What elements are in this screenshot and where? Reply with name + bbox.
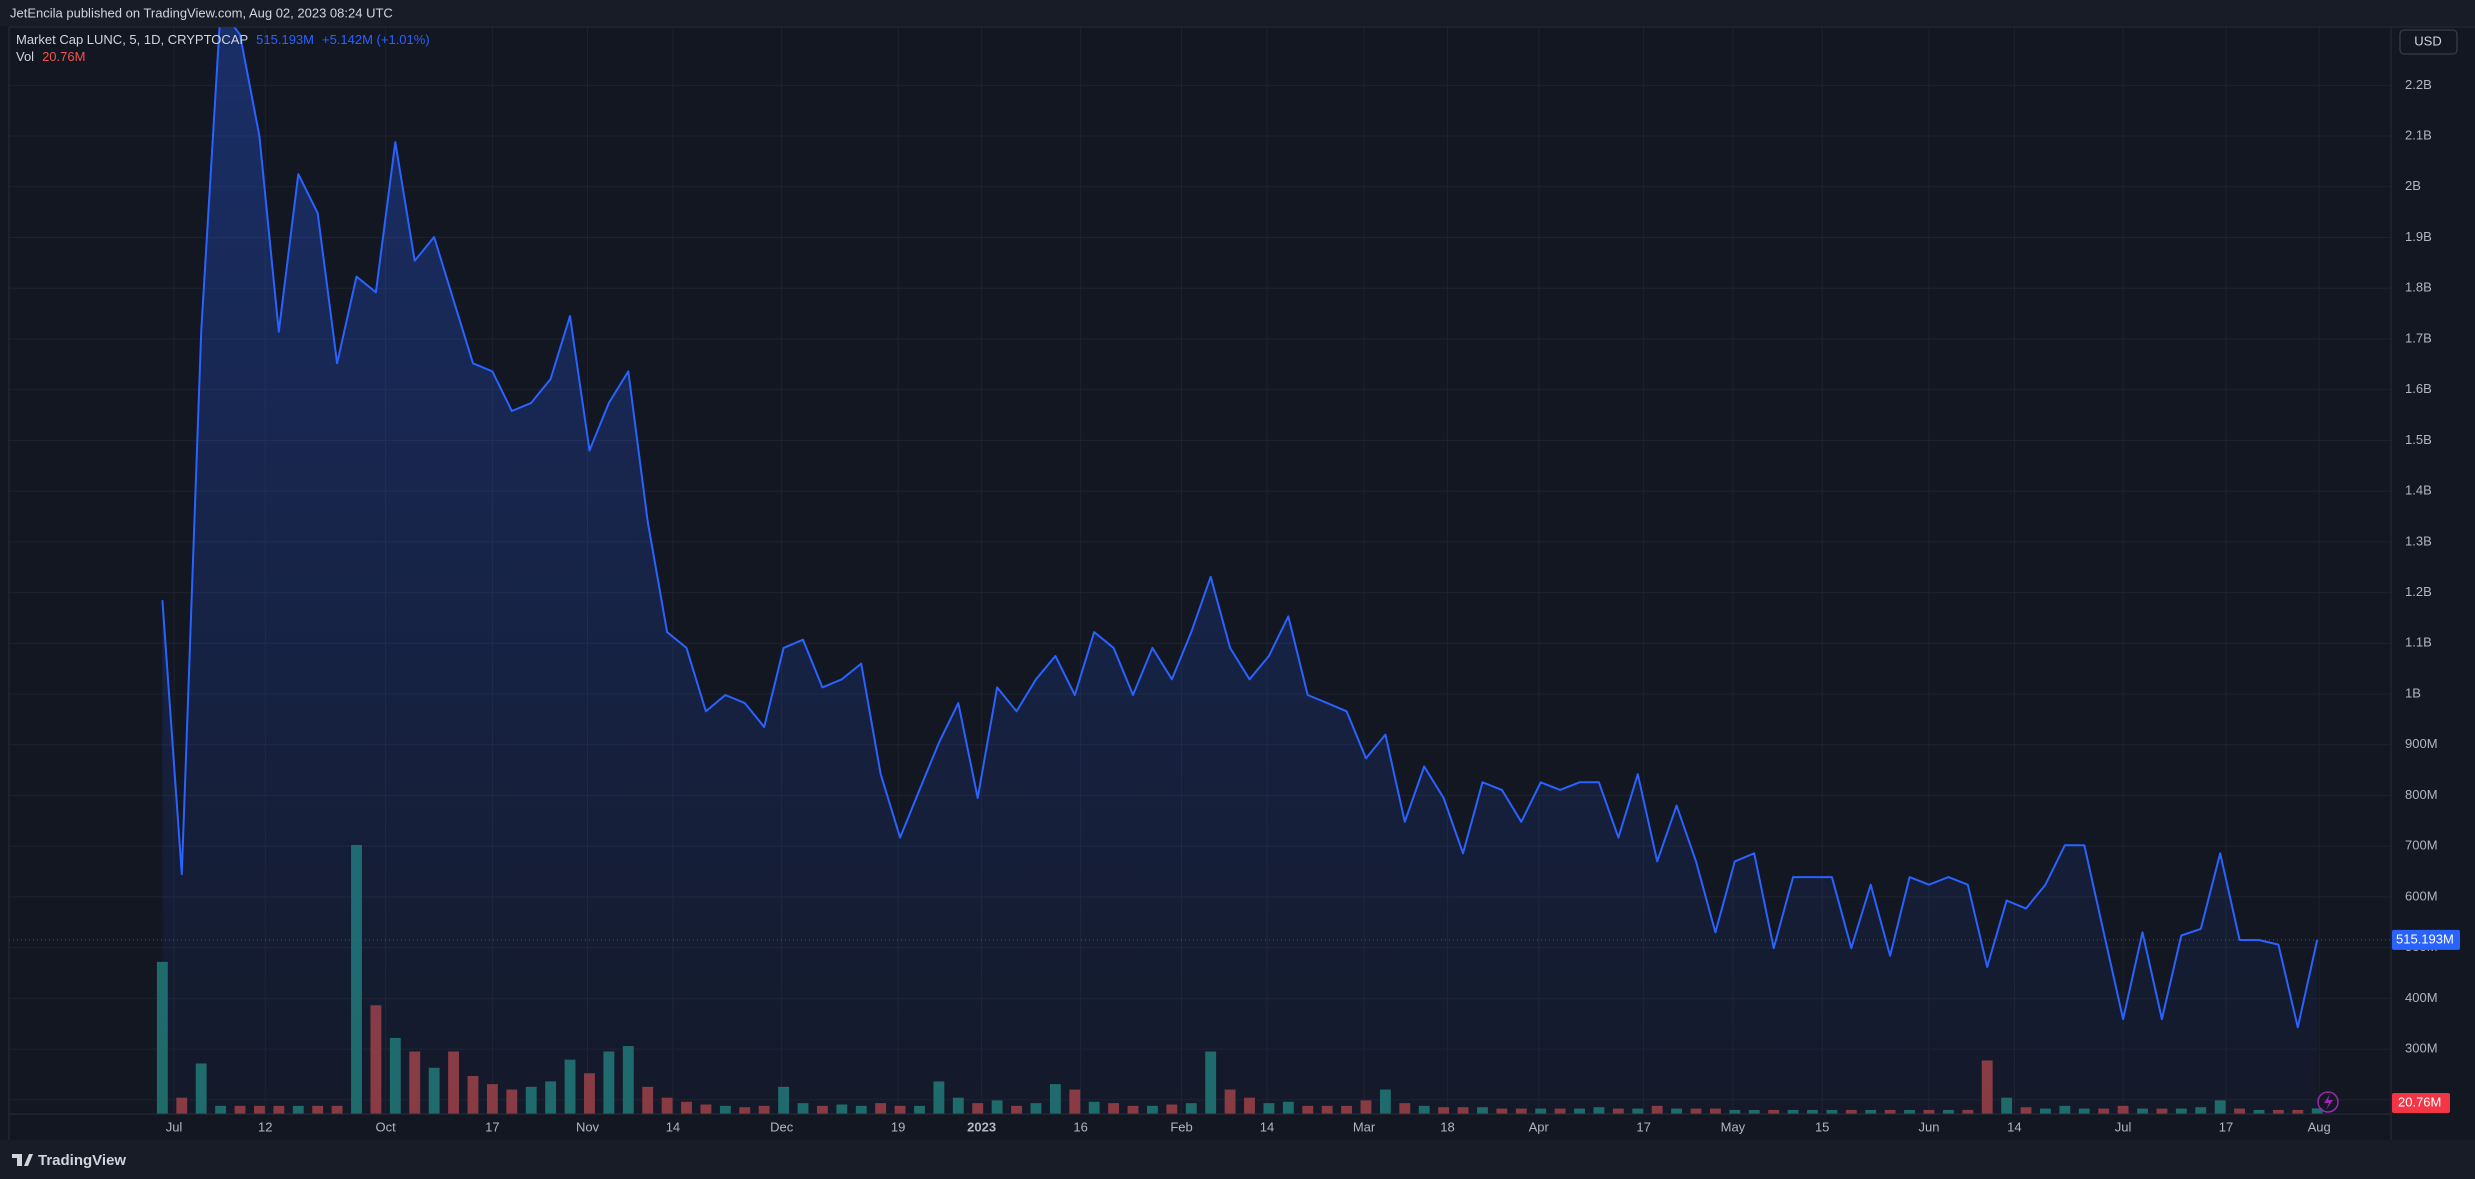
x-tick-label: 12 bbox=[258, 1119, 272, 1134]
x-tick-label: 14 bbox=[2007, 1119, 2021, 1134]
x-tick-label: Oct bbox=[375, 1119, 396, 1134]
x-tick-label: 17 bbox=[2219, 1119, 2233, 1134]
volume-bar bbox=[2311, 1108, 2323, 1114]
legend: Market Cap LUNC, 5, 1D, CRYPTOCAP 515.193… bbox=[16, 32, 430, 47]
y-tick-label: 1.3B bbox=[2405, 533, 2432, 548]
y-tick-label: 1.4B bbox=[2405, 483, 2432, 498]
currency-button[interactable] bbox=[2399, 29, 2458, 55]
x-tick-label: 16 bbox=[1073, 1119, 1087, 1134]
x-tick-label: 14 bbox=[1260, 1119, 1274, 1134]
volume-legend: Vol 20.76M bbox=[16, 49, 85, 64]
y-tick-label: 1.9B bbox=[2405, 229, 2432, 244]
brand-name: TradingView bbox=[38, 1152, 126, 1169]
x-tick-label: May bbox=[1721, 1119, 1746, 1134]
volume-name: Vol bbox=[16, 49, 34, 64]
volume-tag-label: 20.76M bbox=[2398, 1094, 2441, 1109]
y-tick-label: 1.2B bbox=[2405, 584, 2432, 599]
y-tick-label: 1.1B bbox=[2405, 635, 2432, 650]
volume-bar bbox=[156, 961, 168, 1114]
y-tick-label: 1.7B bbox=[2405, 330, 2432, 345]
y-tick-label: 900M bbox=[2405, 736, 2438, 751]
volume-tag bbox=[2392, 1093, 2450, 1113]
x-tick-label: Jul bbox=[166, 1119, 183, 1134]
last-price-label: 515.193M bbox=[2396, 931, 2454, 946]
x-tick-label: 19 bbox=[891, 1119, 905, 1134]
x-tick-label: Mar bbox=[1353, 1119, 1376, 1134]
brand-logo bbox=[12, 1154, 33, 1166]
legend-title: Market Cap LUNC, 5, 1D, CRYPTOCAP bbox=[16, 32, 248, 47]
y-tick-label: 1.5B bbox=[2405, 432, 2432, 447]
y-tick-label: 600M bbox=[2405, 888, 2438, 903]
alert-icon[interactable] bbox=[2317, 1091, 2339, 1113]
last-price-tag bbox=[2392, 929, 2460, 950]
x-tick-label: Jun bbox=[1918, 1119, 1939, 1134]
plot bbox=[9, 27, 2391, 1114]
axes: 200M300M400M500M600M700M800M900M1B1.1B1.… bbox=[166, 77, 2460, 1134]
y-tick-label: 1.8B bbox=[2405, 280, 2432, 295]
x-tick-label: 18 bbox=[1440, 1119, 1454, 1134]
x-tick-label: 15 bbox=[1815, 1119, 1829, 1134]
x-tick-label: 17 bbox=[1636, 1119, 1650, 1134]
currency-label[interactable]: USD bbox=[2414, 33, 2441, 48]
x-tick-label: Apr bbox=[1529, 1119, 1550, 1134]
volume-value: 20.76M bbox=[42, 49, 85, 64]
alert-icon[interactable] bbox=[2324, 1094, 2333, 1110]
x-tick-label: 17 bbox=[485, 1119, 499, 1134]
x-tick-label: Feb bbox=[1170, 1119, 1192, 1134]
y-tick-label: 800M bbox=[2405, 787, 2438, 802]
y-tick-label: 2B bbox=[2405, 178, 2421, 193]
y-tick-label: 1B bbox=[2405, 685, 2421, 700]
x-tick-label: Jul bbox=[2115, 1119, 2132, 1134]
x-tick-label: Nov bbox=[576, 1119, 600, 1134]
y-tick-label: 400M bbox=[2405, 990, 2438, 1005]
publish-info: JetEncila published on TradingView.com, … bbox=[10, 5, 393, 20]
y-tick-label: 300M bbox=[2405, 1041, 2438, 1056]
y-tick-label: 2.1B bbox=[2405, 127, 2432, 142]
y-tick-label: 700M bbox=[2405, 838, 2438, 853]
x-tick-label: 2023 bbox=[967, 1119, 996, 1134]
legend-value: 515.193M bbox=[256, 32, 314, 47]
x-tick-label: Dec bbox=[770, 1119, 794, 1134]
price-line bbox=[161, 27, 2319, 1029]
area-fill bbox=[162, 27, 2318, 1114]
top-bar bbox=[0, 0, 2475, 26]
x-tick-label: Aug bbox=[2308, 1119, 2331, 1134]
x-tick-label: 14 bbox=[666, 1119, 680, 1134]
y-tick-label: 1.6B bbox=[2405, 381, 2432, 396]
y-tick-label: 2.2B bbox=[2405, 77, 2432, 92]
footer bbox=[0, 1140, 2475, 1179]
legend-change: +5.142M (+1.01%) bbox=[322, 32, 430, 47]
